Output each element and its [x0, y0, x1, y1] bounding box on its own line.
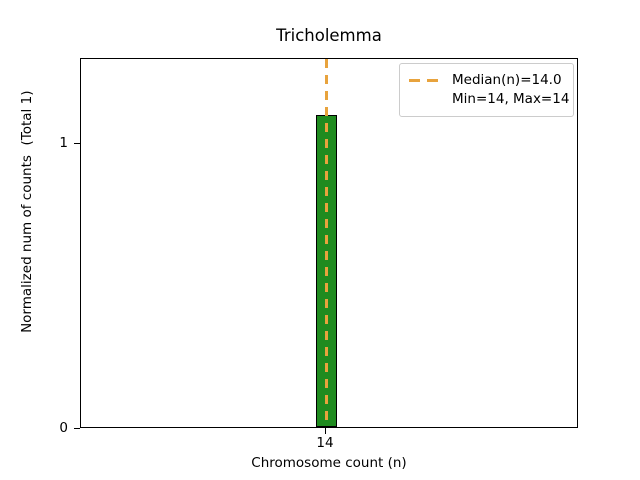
- legend: Median(n)=14.0 Min=14, Max=14: [399, 63, 574, 117]
- x-tick-label-14: 14: [316, 435, 334, 451]
- plot-area: Median(n)=14.0 Min=14, Max=14: [80, 58, 578, 428]
- page-title: Tricholemma: [276, 26, 382, 45]
- legend-item-minmax: Min=14, Max=14: [409, 90, 569, 109]
- legend-label-minmax: Min=14, Max=14: [452, 91, 570, 107]
- y-tick-label-0: 0: [59, 420, 68, 436]
- y-tick-mark-1: [74, 143, 80, 144]
- y-axis-label-sub: (Total 1): [19, 90, 35, 146]
- median-vline: [325, 59, 329, 427]
- legend-item-median: Median(n)=14.0: [409, 71, 564, 90]
- x-axis-label: Chromosome count (n): [251, 455, 407, 471]
- legend-label-median: Median(n)=14.0: [452, 72, 562, 88]
- y-axis-label: Normalized num of counts (Total 1): [0, 58, 36, 428]
- blank-swatch-icon: [409, 98, 443, 101]
- y-tick-label-1: 1: [59, 135, 68, 151]
- x-tick-mark-14: [325, 428, 326, 434]
- y-tick-mark-0: [74, 428, 80, 429]
- dashed-line-icon: [409, 78, 443, 83]
